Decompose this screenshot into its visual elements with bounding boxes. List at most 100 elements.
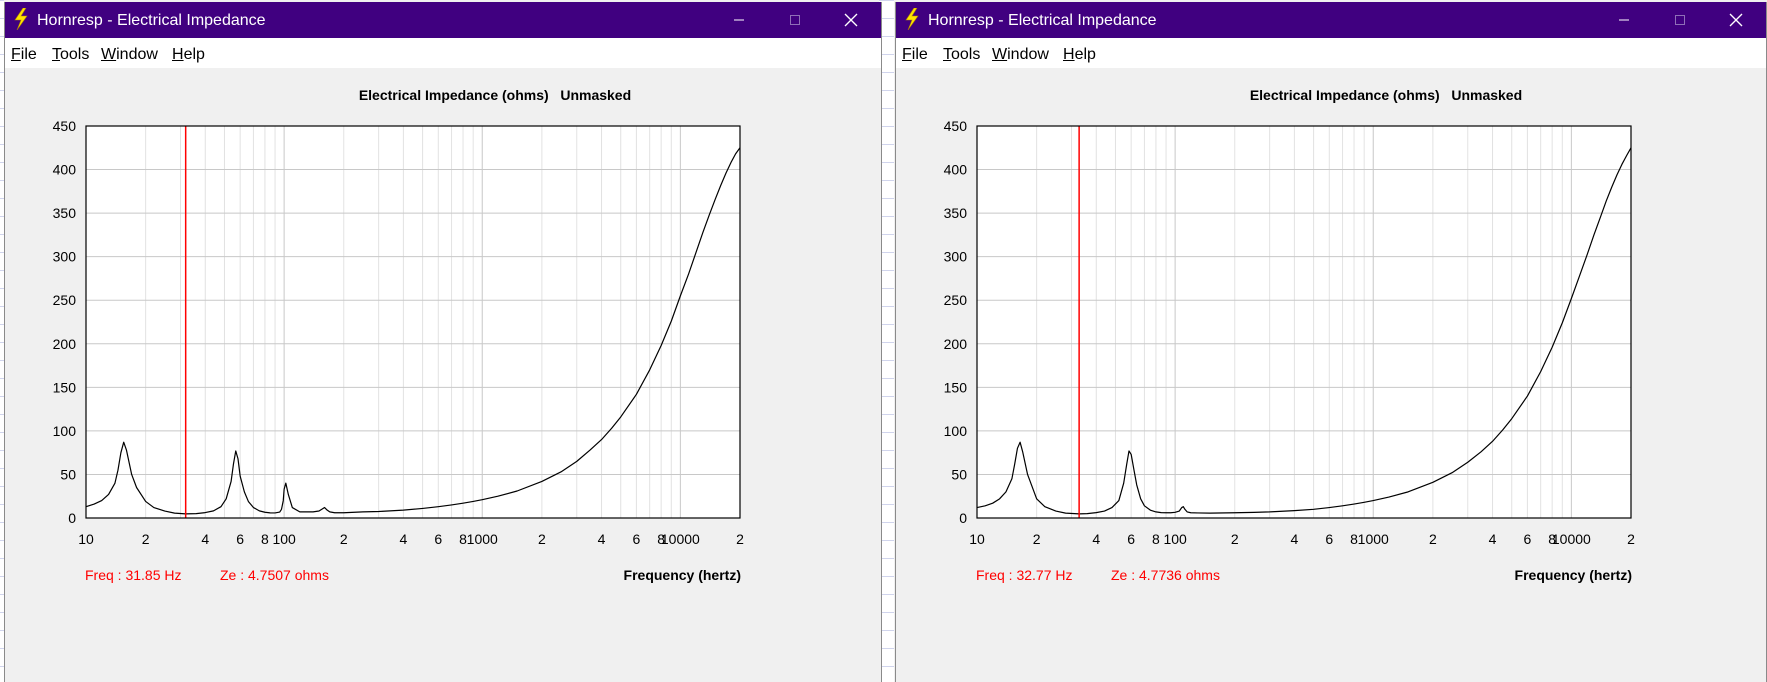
x-tick-label: 4 xyxy=(1489,531,1497,547)
y-tick-label: 350 xyxy=(53,205,77,221)
menu-label-rest: elp xyxy=(1074,46,1096,63)
maximize-icon xyxy=(1675,15,1685,25)
title-bar[interactable]: Hornresp - Electrical Impedance xyxy=(896,2,1766,38)
y-tick-label: 150 xyxy=(944,379,968,395)
x-tick-label: 6 xyxy=(236,531,244,547)
menu-help[interactable]: Help xyxy=(172,46,205,64)
x-tick-label: 8 xyxy=(657,531,665,547)
x-tick-label: 100 xyxy=(272,531,296,547)
x-tick-label: 6 xyxy=(1524,531,1532,547)
desktop-background-gap xyxy=(879,0,894,682)
x-tick-label: 2 xyxy=(736,531,744,547)
lightning-bolt-icon xyxy=(14,8,28,30)
menu-file[interactable]: File xyxy=(11,46,37,64)
chart-title: Electrical Impedance (ohms) Unmasked xyxy=(359,87,631,103)
close-icon xyxy=(844,13,858,27)
x-tick-label: 1000 xyxy=(1358,531,1389,547)
menu-label-rest: ile xyxy=(911,46,928,63)
menu-accelerator: T xyxy=(52,46,60,63)
freq-readout: Freq : 31.85 Hz xyxy=(85,567,182,583)
close-icon xyxy=(1729,13,1743,27)
minimize-button[interactable] xyxy=(709,2,769,38)
x-tick-label: 10 xyxy=(969,531,985,547)
menu-bar: File Tools Window Help xyxy=(896,38,1766,68)
x-tick-label: 10000 xyxy=(661,531,700,547)
x-tick-label: 8 xyxy=(1350,531,1358,547)
x-tick-label: 2 xyxy=(142,531,150,547)
impedance-curve xyxy=(976,147,1632,515)
x-tick-label: 8 xyxy=(1548,531,1556,547)
menu-tools[interactable]: Tools xyxy=(943,46,980,64)
menu-help[interactable]: Help xyxy=(1063,46,1096,64)
chart-title: Electrical Impedance (ohms) Unmasked xyxy=(1250,87,1522,103)
menu-accelerator: W xyxy=(992,46,1008,63)
minimize-icon xyxy=(1619,19,1629,21)
y-tick-label: 400 xyxy=(944,162,968,178)
y-tick-label: 200 xyxy=(944,336,968,352)
x-tick-label: 6 xyxy=(1127,531,1135,547)
menu-label-rest: ools xyxy=(951,46,981,63)
y-tick-label: 200 xyxy=(53,336,77,352)
menu-bar: File Tools Window Help xyxy=(5,38,881,68)
y-tick-label: 250 xyxy=(944,292,968,308)
maximize-button[interactable] xyxy=(765,2,825,38)
window-title: Hornresp - Electrical Impedance xyxy=(37,12,266,29)
x-tick-label: 8 xyxy=(1152,531,1160,547)
menu-label-rest: ile xyxy=(20,46,37,63)
x-tick-label: 4 xyxy=(201,531,209,547)
x-tick-label: 6 xyxy=(633,531,641,547)
x-tick-label: 4 xyxy=(1291,531,1299,547)
ze-readout: Ze : 4.7507 ohms xyxy=(220,567,329,583)
menu-tools[interactable]: Tools xyxy=(52,46,89,64)
close-button[interactable] xyxy=(821,2,881,38)
menu-window[interactable]: Window xyxy=(992,46,1049,64)
minimize-button[interactable] xyxy=(1594,2,1654,38)
chart-area[interactable]: 0 50 100 150 200 250 300 350 400 450 10 2 4 6 8 100 2 4 6 8… xyxy=(896,68,1766,682)
y-tick-label: 100 xyxy=(944,423,968,439)
menu-accelerator: W xyxy=(101,46,117,63)
close-button[interactable] xyxy=(1706,2,1766,38)
x-tick-label: 2 xyxy=(1033,531,1041,547)
desktop-background-left xyxy=(0,0,4,682)
menu-accelerator: T xyxy=(943,46,951,63)
impedance-window-right[interactable]: Hornresp - Electrical Impedance File Tools… xyxy=(895,2,1767,682)
y-tick-label: 300 xyxy=(53,249,77,265)
menu-accelerator: F xyxy=(902,46,912,63)
minimize-icon xyxy=(734,19,744,21)
plot-frame xyxy=(976,125,1632,519)
x-tick-label: 2 xyxy=(340,531,348,547)
maximize-button[interactable] xyxy=(1650,2,1710,38)
chart-area[interactable]: 0 50 100 150 200 250 300 350 400 450 10 2 4 6 8 100 2 4 6 8… xyxy=(5,68,881,682)
freq-readout: Freq : 32.77 Hz xyxy=(976,567,1073,583)
impedance-curve xyxy=(85,147,741,515)
y-tick-label: 50 xyxy=(951,466,967,482)
y-tick-label: 250 xyxy=(53,292,77,308)
x-tick-label: 10 xyxy=(78,531,94,547)
x-tick-label: 2 xyxy=(538,531,546,547)
plot-frame xyxy=(85,125,741,519)
menu-label-rest: elp xyxy=(183,46,205,63)
y-tick-label: 0 xyxy=(959,510,967,526)
menu-label-rest: indow xyxy=(116,46,158,63)
menu-label-rest: ools xyxy=(60,46,90,63)
x-tick-label: 6 xyxy=(1325,531,1333,547)
x-tick-label: 2 xyxy=(1429,531,1437,547)
y-tick-label: 350 xyxy=(944,205,968,221)
impedance-window-left[interactable]: Hornresp - Electrical Impedance File Tools… xyxy=(4,2,882,682)
y-tick-label: 100 xyxy=(53,423,77,439)
y-tick-label: 300 xyxy=(944,249,968,265)
menu-label-rest: indow xyxy=(1007,46,1049,63)
y-tick-label: 450 xyxy=(53,118,77,134)
x-tick-label: 10000 xyxy=(1552,531,1591,547)
x-tick-label: 4 xyxy=(400,531,408,547)
menu-window[interactable]: Window xyxy=(101,46,158,64)
menu-file[interactable]: File xyxy=(902,46,928,64)
y-tick-label: 400 xyxy=(53,162,77,178)
title-bar[interactable]: Hornresp - Electrical Impedance xyxy=(5,2,881,38)
menu-accelerator: F xyxy=(11,46,21,63)
x-tick-label: 8 xyxy=(459,531,467,547)
x-tick-label: 4 xyxy=(598,531,606,547)
y-tick-label: 150 xyxy=(53,379,77,395)
